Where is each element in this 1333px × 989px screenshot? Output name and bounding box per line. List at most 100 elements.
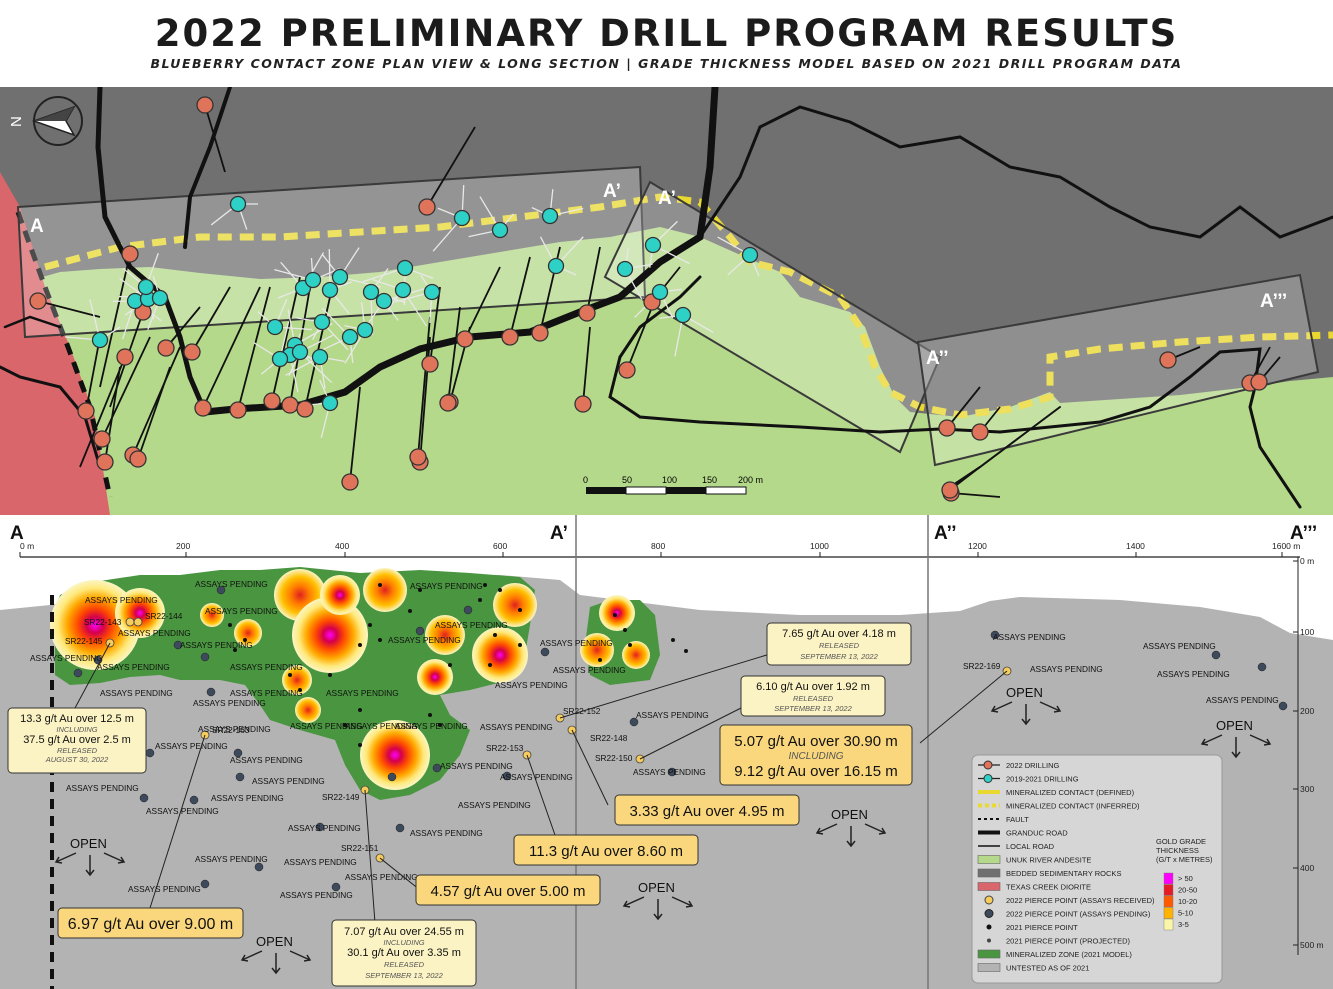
arrow-right-icon [671,896,694,908]
legend-item-label: 2019-2021 DRILLING [1006,775,1079,784]
plan-label-a1: A’ [603,181,621,202]
scale-tick-0: 0 [583,475,588,485]
callout-text-main: 7.07 g/t Au over 24.55 m [344,926,464,938]
open-marker: OPEN [240,934,312,975]
hole-id-sr22-151: SR22-151 [341,843,379,853]
depth-tick-label: 500 m [1300,940,1324,950]
grade-class-label: 10-20 [1178,897,1197,906]
legend-symbol-icon [987,938,991,943]
drill-trace-2022 [85,336,101,412]
assays-pending-label: ASSAYS PENDING [388,635,461,645]
pierce-point-2021 [328,673,332,677]
pierce-point-2021 [228,623,232,627]
drill-collar-2019 [321,281,339,299]
grade-thickness-blob [425,615,465,655]
open-marker: OPEN [54,836,126,877]
callout-box [57,907,244,939]
hole-id-sr22-143: SR22-143 [84,617,122,627]
legend-item: LOCAL ROAD [978,842,1055,851]
legend-item: UNTESTED AS OF 2021 [977,963,1089,973]
drill-collar-2022 [296,400,314,418]
assays-pending-label: ASSAYS PENDING [211,793,284,803]
drill-collar-2022 [1250,373,1268,391]
pierce-point-2021 [438,723,442,727]
depth-tick-label: 200 [1300,706,1314,716]
drill-collar-2019 [547,257,565,275]
legend: 2022 DRILLING 2019-2021 DRILLING MINERALIZ… [971,754,1223,984]
grade-thickness-blob [599,595,635,631]
scale-tick-200: 200 m [738,475,763,485]
pierce-point-pending [990,630,1000,640]
drill-collar-2019 [271,350,289,368]
callout-leader [639,705,746,760]
pierce-point-pending [73,668,83,678]
grade-swatch [1163,907,1174,919]
grade-thickness-blob [363,568,407,612]
pierce-point-2021 [518,643,522,647]
grade-title-1: GOLD GRADE [1156,837,1206,846]
pierce-point-pending [235,772,245,782]
ls-label-a3: A’’’ [1290,523,1317,544]
drill-trace-2022 [37,300,101,318]
legend-item: BEDDED SEDIMENTARY ROCKS [977,868,1121,878]
callout-text-main: 6.97 g/t Au over 9.00 m [68,916,233,933]
assays-pending-label: ASSAYS PENDING [100,688,173,698]
callout-text-main2: 37.5 g/t Au over 2.5 m [23,734,131,746]
assays-pending-label: ASSAYS PENDING [230,755,303,765]
pierce-point-2021 [613,613,617,617]
drill-trace-2022 [429,286,441,365]
pierce-point-2021 [478,598,482,602]
pierce-point-2021 [233,648,237,652]
open-label: OPEN [1216,718,1253,733]
callout-text-date: SEPTEMBER 13, 2022 [365,971,443,980]
drill-trace-2022 [191,286,231,353]
arrow-down-icon [85,855,95,877]
legend-item: MINERALIZED CONTACT (INFERRED) [978,802,1140,811]
arrow-down-icon [653,899,663,921]
callout-leader [149,734,206,909]
pierce-point-2021 [628,643,632,647]
arrow-down-icon [1231,737,1241,759]
plan-label-a3: A’’’ [1260,291,1287,312]
legend-item: 2021 PIERCE POINT (PROJECTED) [987,937,1131,946]
depth-tick-label: 0 m [1300,556,1314,566]
callout-box [7,707,147,774]
drill-collar-2019 [394,281,412,299]
drill-collar-2022 [574,395,592,413]
arrow-down-icon [1021,704,1031,726]
drill-trace-2022 [79,356,126,468]
callout-c2: 6.97 g/t Au over 9.00 m [57,907,244,939]
drill-collar-2019 [304,271,322,289]
plan-label-a1b: A’ [658,188,676,209]
assays-pending-label: ASSAYS PENDING [395,721,468,731]
grade-swatch [1163,918,1174,931]
assays-pending-label: ASSAYS PENDING [193,698,266,708]
pierce-point-pending [139,793,149,803]
drill-collar-2022 [121,245,139,263]
ls-label-a2: A’’ [934,523,957,544]
assays-pending-label: ASSAYS PENDING [993,632,1066,642]
pierce-point-pending [315,822,325,832]
assays-pending-label: ASSAYS PENDING [1157,669,1230,679]
distance-tick-label: 1600 m [1272,541,1300,551]
drill-collar-2022 [157,339,175,357]
open-marker: OPEN [990,685,1062,726]
scale-tick-100: 100 [662,475,677,485]
grade-class-label: > 50 [1178,874,1193,883]
legend-item: FAULT [978,815,1029,824]
drill-collar-2019 [491,221,509,239]
callout-text-inc: INCLUDING [788,751,843,762]
grade-swatch [1163,872,1174,885]
open-label: OPEN [70,836,107,851]
callout-box [513,834,699,866]
drill-collar-2019 [356,321,374,339]
legend-item-label: 2022 PIERCE POINT (ASSAYS RECEIVED) [1006,896,1155,905]
drill-collar-2022 [409,448,427,466]
pierce-point-pending [629,717,639,727]
legend-symbol-icon [977,963,1001,972]
pierce-point-pending [415,626,425,636]
drill-collar-2019 [137,278,155,296]
callout-box [719,724,913,786]
drill-collar-2022 [116,348,134,366]
legend-symbol-icon [977,882,1001,891]
